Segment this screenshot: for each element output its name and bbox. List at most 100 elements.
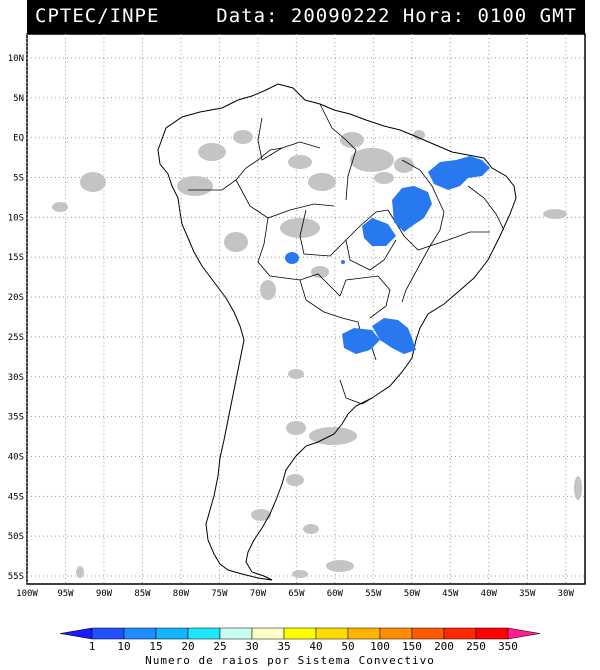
- cloud-patch: [413, 130, 425, 140]
- colorbar-cell: [411, 627, 445, 640]
- longitude-labels: 100W 95W 90W 85W 80W 75W 70W 65W 60W 55W 50W 45W 40W…: [16, 589, 574, 599]
- cloud-patch: [326, 560, 354, 572]
- colorbar-label: 25: [213, 640, 226, 653]
- cloud-patch: [288, 155, 312, 169]
- colorbar-label: 50: [341, 640, 354, 653]
- cloud-patch: [177, 176, 213, 196]
- colorbar-cell: [251, 627, 285, 640]
- cloud-patch: [340, 132, 364, 148]
- colorbar-label: 30: [245, 640, 258, 653]
- colorbar-cell: [443, 627, 477, 640]
- source-label: CPTEC/INPE: [35, 5, 160, 27]
- cloud-patch: [52, 202, 68, 212]
- colorbar-cell: [59, 627, 93, 640]
- cloud-patch: [574, 476, 582, 500]
- colorbar-cell: [91, 627, 125, 640]
- latitude-tick-label: 10S: [8, 213, 24, 223]
- colorbar-label: 250: [466, 640, 486, 653]
- latitude-tick-label: EQ: [13, 134, 24, 144]
- cloud-patch: [260, 280, 276, 300]
- cloud-patch: [233, 130, 253, 144]
- colorbar-cell: [475, 627, 509, 640]
- longitude-tick-label: 70W: [250, 589, 267, 599]
- lightning-cluster: [362, 218, 396, 246]
- graticule: [26, 34, 585, 584]
- map-frame: [26, 33, 586, 585]
- colorbar-cell: [507, 627, 541, 640]
- longitude-tick-label: 90W: [96, 589, 113, 599]
- colorbar-label: 40: [309, 640, 322, 653]
- cloud-patch: [251, 509, 271, 521]
- lightning-cluster: [428, 156, 490, 190]
- longitude-tick-label: 95W: [57, 589, 74, 599]
- colorbar: 1 10 15 20 25 30 35 40 50 100 150 200 250 350: [59, 627, 541, 653]
- colorbar-label: 200: [434, 640, 454, 653]
- longitude-tick-label: 40W: [481, 589, 498, 599]
- colorbar-cell: [283, 627, 317, 640]
- cloud-patch: [543, 209, 567, 219]
- cloud-patch: [374, 172, 394, 184]
- latitude-tick-label: 35S: [8, 413, 24, 423]
- colorbar-label: 15: [149, 640, 162, 653]
- cloud-patch: [280, 218, 320, 238]
- longitude-tick-label: 85W: [134, 589, 151, 599]
- cloud-patch: [394, 157, 414, 173]
- colorbar-label: 1: [89, 640, 96, 653]
- longitude-tick-label: 55W: [365, 589, 382, 599]
- colorbar-label: 150: [402, 640, 422, 653]
- colorbar-label: 20: [181, 640, 194, 653]
- cloud-patch: [76, 566, 84, 578]
- colorbar-label: 10: [117, 640, 130, 653]
- country-borders: [188, 103, 505, 405]
- colorbar-cell: [219, 627, 253, 640]
- cloud-patch: [286, 474, 304, 486]
- latitude-tick-label: 55S: [8, 572, 24, 582]
- colorbar-cell: [123, 627, 157, 640]
- colorbar-cell: [187, 627, 221, 640]
- latitude-tick-label: 25S: [8, 333, 24, 343]
- latitude-tick-label: 5S: [13, 173, 24, 183]
- colorbar-cell: [155, 627, 189, 640]
- longitude-tick-label: 100W: [16, 589, 38, 599]
- colorbar-label: 100: [370, 640, 390, 653]
- latitude-tick-label: 15S: [8, 253, 24, 263]
- map-header: CPTEC/INPE Data: 20090222 Hora: 0100 GMT: [27, 0, 585, 34]
- south-america-coastline: [157, 83, 517, 581]
- colorbar-cell: [347, 627, 381, 640]
- cloud-cover: [52, 130, 582, 578]
- longitude-tick-label: 50W: [404, 589, 421, 599]
- cloud-patch: [350, 148, 394, 172]
- latitude-tick-label: 50S: [8, 532, 24, 542]
- latitude-labels: 10N 5N EQ 5S 10S 15S 20S 25S 30S 35S 40S 45S 50S 55S: [8, 54, 24, 582]
- latitude-tick-label: 30S: [8, 373, 24, 383]
- longitude-tick-label: 75W: [211, 589, 228, 599]
- latitude-tick-label: 20S: [8, 293, 24, 303]
- date-time-label: Data: 20090222 Hora: 0100 GMT: [216, 5, 577, 27]
- colorbar-label: 350: [498, 640, 518, 653]
- latitude-tick-label: 45S: [8, 492, 24, 502]
- lightning-cluster: [342, 328, 380, 354]
- cloud-patch: [303, 524, 319, 534]
- lightning-cluster: [372, 318, 416, 354]
- longitude-tick-label: 60W: [327, 589, 344, 599]
- lightning-cluster: [392, 186, 432, 232]
- colorbar-cell: [315, 627, 349, 640]
- cloud-patch: [292, 570, 308, 578]
- colorbar-cell: [379, 627, 413, 640]
- cloud-patch: [224, 232, 248, 252]
- longitude-tick-label: 65W: [288, 589, 305, 599]
- latitude-tick-label: 10N: [8, 54, 24, 64]
- lightning-cluster: [285, 252, 299, 264]
- cloud-patch: [308, 173, 336, 191]
- cloud-patch: [288, 369, 304, 379]
- cloud-patch: [80, 172, 106, 192]
- cloud-patch: [286, 421, 306, 435]
- cloud-patch: [198, 143, 226, 161]
- lightning-cluster: [341, 260, 345, 264]
- longitude-tick-label: 45W: [442, 589, 459, 599]
- colorbar-label: 35: [277, 640, 290, 653]
- longitude-tick-label: 80W: [173, 589, 190, 599]
- latitude-tick-label: 40S: [8, 452, 24, 462]
- latitude-tick-label: 5N: [13, 94, 24, 104]
